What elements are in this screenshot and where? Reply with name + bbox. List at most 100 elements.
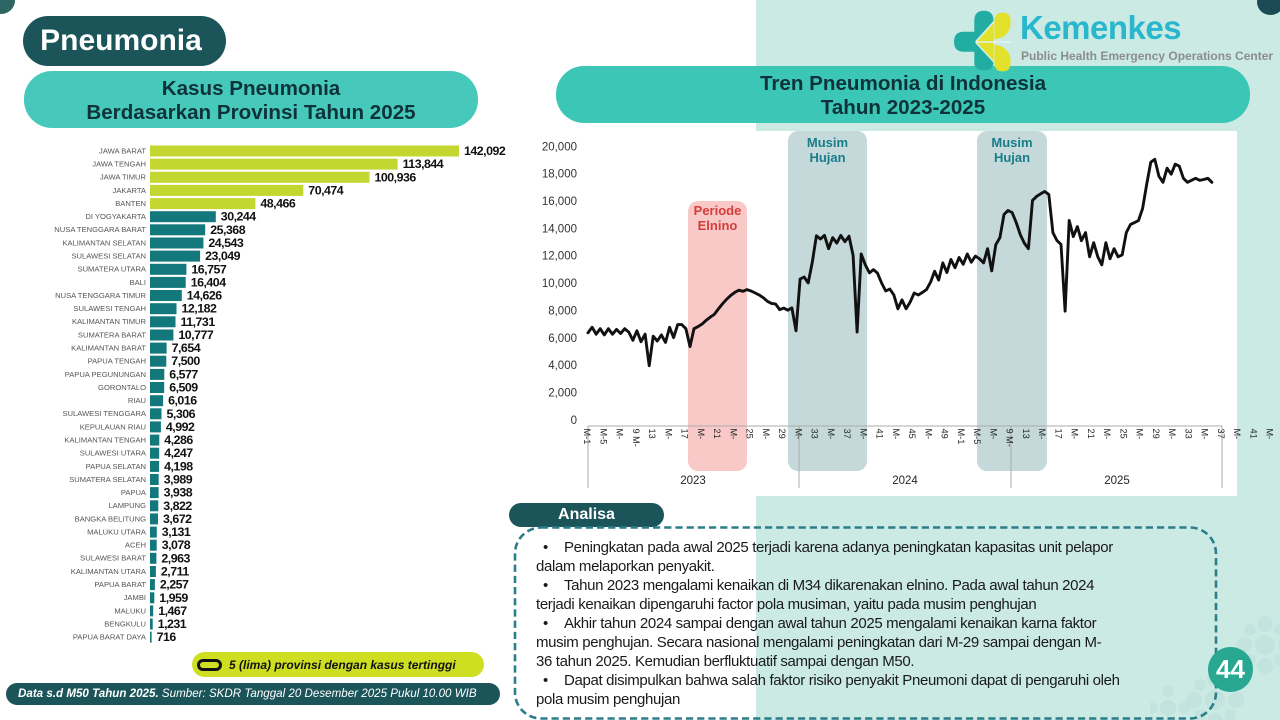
svg-text:100,936: 100,936: [375, 170, 417, 184]
svg-text:Musim: Musim: [807, 135, 848, 150]
svg-text:M-: M-: [923, 429, 933, 440]
svg-text:23,049: 23,049: [205, 249, 241, 263]
svg-text:SUMATERA UTARA: SUMATERA UTARA: [78, 265, 147, 274]
svg-text:LAMPUNG: LAMPUNG: [108, 501, 146, 510]
svg-text:8,000: 8,000: [548, 305, 577, 317]
svg-text:3,989: 3,989: [164, 473, 193, 487]
svg-text:14,000: 14,000: [542, 223, 577, 235]
svg-text:KALIMANTAN TENGAH: KALIMANTAN TENGAH: [64, 436, 146, 445]
svg-text:NUSA TENGGARA BARAT: NUSA TENGGARA BARAT: [54, 225, 146, 234]
svg-text:18,000: 18,000: [542, 169, 577, 181]
svg-text:70,474: 70,474: [308, 183, 344, 197]
svg-text:21: 21: [712, 429, 722, 439]
svg-text:PAPUA SELATAN: PAPUA SELATAN: [86, 462, 146, 471]
svg-text:16,404: 16,404: [191, 275, 227, 289]
svg-text:2023: 2023: [680, 475, 706, 487]
svg-text:9 M-: 9 M-: [631, 429, 641, 447]
svg-text:0: 0: [571, 415, 577, 427]
svg-text:716: 716: [157, 630, 177, 644]
svg-text:SULAWESI SELATAN: SULAWESI SELATAN: [71, 252, 146, 261]
svg-text:M-: M-: [1135, 429, 1145, 440]
svg-text:M-: M-: [826, 429, 836, 440]
svg-text:Elnino: Elnino: [698, 218, 738, 233]
svg-text:6,000: 6,000: [548, 333, 577, 345]
svg-text:SUMATERA BARAT: SUMATERA BARAT: [78, 330, 146, 339]
svg-text:ACEH: ACEH: [125, 541, 146, 550]
svg-text:5,306: 5,306: [167, 407, 196, 421]
svg-text:Hujan: Hujan: [994, 150, 1030, 165]
svg-text:9 M-: 9 M-: [1005, 429, 1015, 447]
svg-text:30,244: 30,244: [221, 210, 257, 224]
svg-text:M-: M-: [793, 429, 803, 440]
svg-text:BANGKA BELITUNG: BANGKA BELITUNG: [75, 514, 146, 523]
svg-text:25: 25: [1118, 429, 1128, 439]
svg-text:10,777: 10,777: [178, 328, 214, 342]
svg-text:M-: M-: [1070, 429, 1080, 440]
svg-text:M-: M-: [663, 429, 673, 440]
svg-text:7,500: 7,500: [171, 354, 200, 368]
svg-text:RIAU: RIAU: [128, 396, 146, 405]
svg-text:41: 41: [875, 429, 885, 439]
svg-text:M-: M-: [696, 429, 706, 440]
svg-text:4,247: 4,247: [164, 446, 193, 460]
svg-text:SUMATERA SELATAN: SUMATERA SELATAN: [69, 475, 146, 484]
svg-text:24,543: 24,543: [208, 236, 244, 250]
svg-text:20,000: 20,000: [542, 141, 577, 153]
svg-text:37: 37: [842, 429, 852, 439]
svg-text:3,672: 3,672: [163, 512, 192, 526]
svg-text:JAKARTA: JAKARTA: [113, 186, 147, 195]
svg-text:142,092: 142,092: [464, 144, 506, 158]
svg-text:2025: 2025: [1104, 475, 1130, 487]
svg-text:3,938: 3,938: [164, 486, 193, 500]
svg-text:11,731: 11,731: [181, 315, 216, 329]
svg-text:17: 17: [680, 429, 690, 439]
svg-text:M-: M-: [988, 429, 998, 440]
svg-text:JAWA TENGAH: JAWA TENGAH: [92, 160, 146, 169]
svg-text:13: 13: [1021, 429, 1031, 439]
svg-text:6,509: 6,509: [169, 381, 198, 395]
svg-text:12,000: 12,000: [542, 251, 577, 263]
svg-text:Periode: Periode: [694, 203, 742, 218]
svg-text:M-: M-: [891, 429, 901, 440]
svg-text:25: 25: [745, 429, 755, 439]
svg-text:M-1: M-1: [956, 429, 966, 445]
svg-text:SULAWESI TENGAH: SULAWESI TENGAH: [73, 304, 146, 313]
svg-text:KALIMANTAN TIMUR: KALIMANTAN TIMUR: [72, 317, 146, 326]
svg-text:113,844: 113,844: [403, 157, 444, 171]
svg-text:1,959: 1,959: [159, 591, 188, 605]
svg-text:1,467: 1,467: [158, 604, 187, 618]
svg-text:M-: M-: [1102, 429, 1112, 440]
svg-text:NUSA TENGGARA TIMUR: NUSA TENGGARA TIMUR: [55, 291, 146, 300]
svg-text:13: 13: [647, 429, 657, 439]
svg-text:48,466: 48,466: [260, 197, 296, 211]
svg-text:25,368: 25,368: [210, 223, 246, 237]
svg-text:JAWA TIMUR: JAWA TIMUR: [100, 173, 147, 182]
svg-text:2,963: 2,963: [161, 551, 190, 565]
svg-text:14,626: 14,626: [187, 289, 223, 303]
svg-text:6,577: 6,577: [169, 367, 198, 381]
svg-text:DI YOGYAKARTA: DI YOGYAKARTA: [85, 212, 147, 221]
svg-text:3,822: 3,822: [163, 499, 192, 513]
svg-text:PAPUA: PAPUA: [121, 488, 147, 497]
svg-text:BENGKULU: BENGKULU: [104, 619, 146, 628]
svg-text:PAPUA BARAT: PAPUA BARAT: [94, 580, 146, 589]
svg-text:M-: M-: [1265, 429, 1275, 440]
svg-text:29: 29: [777, 429, 787, 439]
svg-text:29: 29: [1151, 429, 1161, 439]
svg-text:2024: 2024: [892, 475, 918, 487]
svg-text:1,231: 1,231: [158, 617, 187, 631]
svg-text:M-: M-: [1167, 429, 1177, 440]
svg-text:M-5: M-5: [972, 429, 982, 445]
svg-text:KALIMANTAN SELATAN: KALIMANTAN SELATAN: [62, 238, 146, 247]
svg-text:41: 41: [1248, 429, 1258, 439]
svg-text:12,182: 12,182: [182, 302, 218, 316]
svg-text:SULAWESI UTARA: SULAWESI UTARA: [80, 449, 147, 458]
svg-text:45: 45: [907, 429, 917, 439]
svg-text:3,078: 3,078: [162, 538, 191, 552]
svg-text:M-5: M-5: [598, 429, 608, 445]
svg-text:4,286: 4,286: [164, 433, 193, 447]
svg-text:JAWA BARAT: JAWA BARAT: [99, 146, 146, 155]
svg-text:16,757: 16,757: [191, 262, 227, 276]
svg-text:M-: M-: [858, 429, 868, 440]
svg-text:3,131: 3,131: [162, 525, 191, 539]
